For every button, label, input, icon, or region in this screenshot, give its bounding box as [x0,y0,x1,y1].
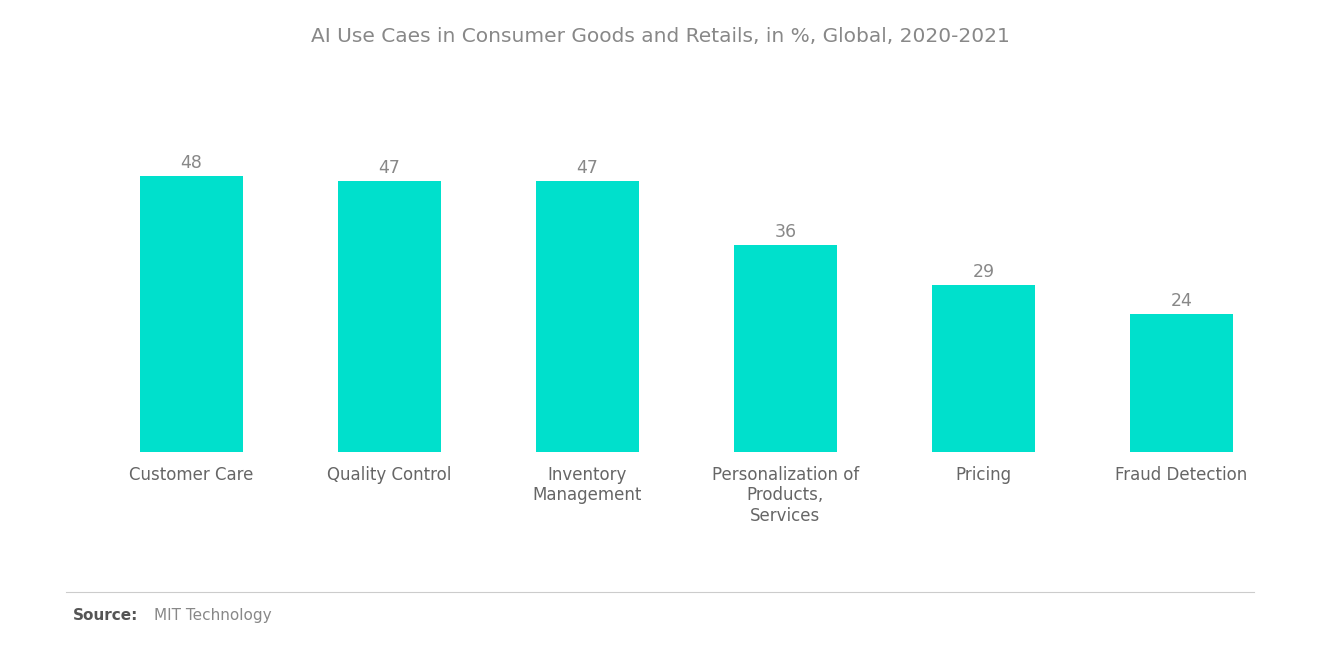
Bar [140,176,243,452]
Text: Personalization of
Products,
Services: Personalization of Products, Services [711,465,859,525]
Text: AI Use Caes in Consumer Goods and Retails, in %, Global, 2020-2021: AI Use Caes in Consumer Goods and Retail… [310,27,1010,46]
Text: 29: 29 [973,263,994,281]
Text: Pricing: Pricing [956,465,1011,483]
Text: Customer Care: Customer Care [129,465,253,483]
Text: Source:: Source: [73,608,139,622]
Text: 47: 47 [379,160,400,178]
Text: 36: 36 [775,223,796,241]
Bar [1130,314,1233,452]
Bar [932,285,1035,452]
Text: Quality Control: Quality Control [327,465,451,483]
Text: Fraud Detection: Fraud Detection [1115,465,1247,483]
Bar [338,182,441,452]
Text: 24: 24 [1171,292,1192,310]
Text: 47: 47 [577,160,598,178]
Bar [734,245,837,452]
Text: Inventory
Management: Inventory Management [533,465,642,504]
Text: MIT Technology: MIT Technology [154,608,272,622]
Text: 48: 48 [181,154,202,172]
Bar [536,182,639,452]
